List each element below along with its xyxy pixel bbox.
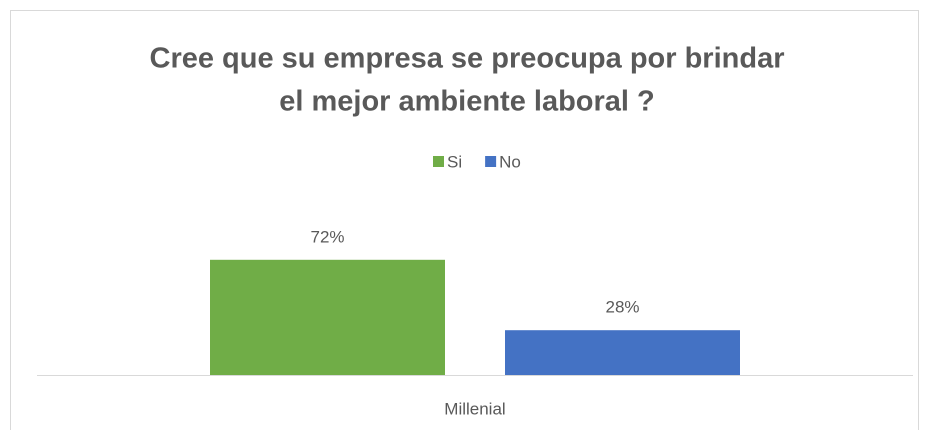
data-label: 72% [310,227,344,246]
x-tick-label: Millenial [444,399,505,418]
chart-title: el mejor ambiente laboral ? [279,86,655,118]
bar [210,259,445,375]
legend-label: Si [447,152,462,171]
legend-swatch [433,156,444,167]
chart-title: Cree que su empresa se preocupa por brin… [150,43,785,75]
chart-frame [10,10,919,430]
legend-swatch [485,156,497,167]
bar [505,330,740,375]
legend-label: No [499,152,521,171]
data-label: 28% [605,298,639,317]
